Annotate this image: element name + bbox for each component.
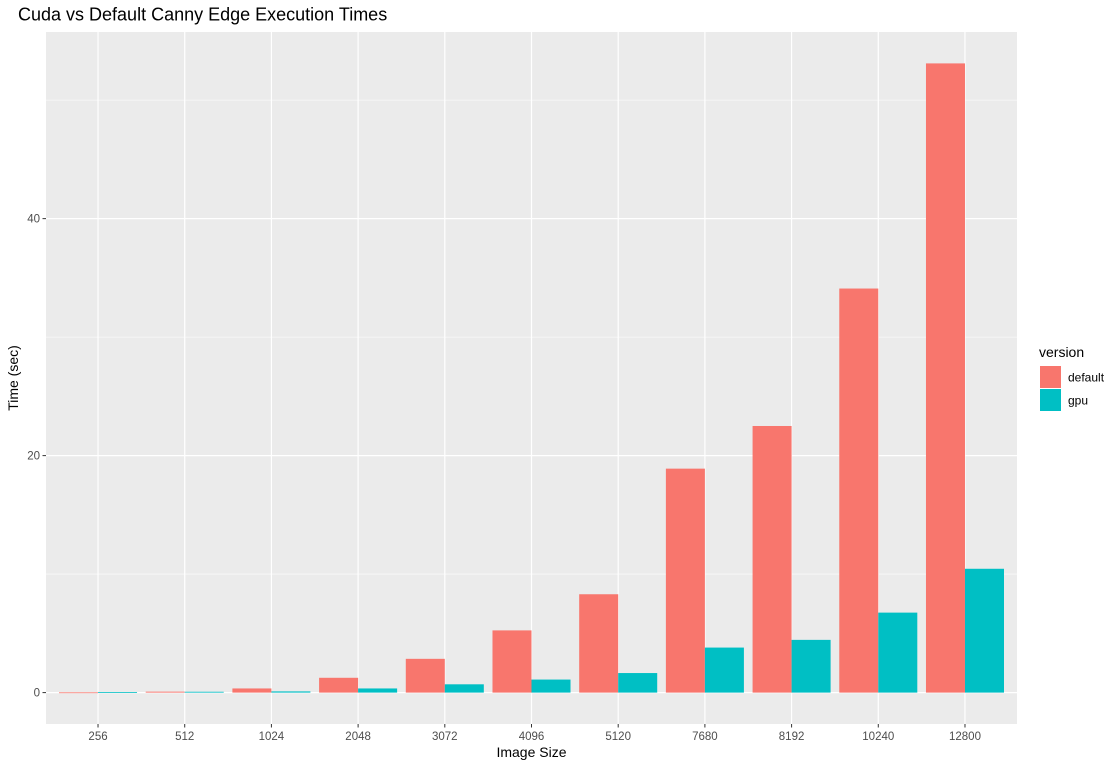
bar-gpu-256	[98, 692, 138, 693]
bar-gpu-2048	[358, 688, 398, 693]
x-tick-label: 12800	[949, 731, 981, 743]
bar-default-256	[59, 692, 99, 694]
bar-gpu-8192	[791, 639, 831, 693]
x-tick-label: 1024	[259, 731, 285, 743]
x-tick-label: 8192	[779, 731, 805, 743]
x-axis: 256 512 1024 2048 3072 4096 5120 7680 8192 10240 1…	[88, 724, 981, 743]
x-axis-title: Image Size	[496, 744, 566, 760]
x-tick-label: 5120	[605, 731, 631, 743]
x-tick-label: 512	[175, 731, 194, 743]
bar-default-2048	[319, 677, 359, 693]
x-tick-label: 2048	[345, 731, 371, 743]
x-tick-label: 3072	[432, 731, 458, 743]
y-tick-label: 0	[34, 688, 40, 700]
bar-default-5120	[579, 594, 619, 693]
bar-gpu-5120	[618, 673, 658, 693]
y-tick-label: 40	[27, 214, 40, 226]
legend-key-default	[1040, 366, 1061, 388]
bar-gpu-10240	[878, 612, 918, 693]
bars	[59, 63, 1004, 694]
bar-gpu-1024	[271, 691, 311, 693]
x-tick-label: 4096	[519, 731, 545, 743]
x-tick-label: 256	[88, 731, 107, 743]
major-grid	[46, 32, 1017, 724]
legend-title: version	[1039, 344, 1084, 360]
bar-default-12800	[925, 63, 965, 693]
legend: version default gpu	[1039, 344, 1105, 411]
bar-default-7680	[665, 468, 705, 693]
y-axis: 0 20 40	[27, 214, 46, 700]
bar-default-512	[145, 691, 185, 693]
bar-gpu-3072	[444, 684, 484, 693]
bar-gpu-512	[184, 691, 224, 693]
x-tick-label: 7680	[692, 731, 718, 743]
bar-default-8192	[752, 425, 792, 693]
legend-key-gpu	[1040, 389, 1061, 411]
bar-default-3072	[405, 658, 445, 693]
legend-label-default: default	[1068, 371, 1105, 385]
chart-title: Cuda vs Default Canny Edge Execution Tim…	[18, 5, 387, 25]
bar-default-1024	[232, 688, 272, 693]
bar-default-4096	[492, 630, 532, 693]
bar-gpu-7680	[704, 647, 744, 693]
y-tick-label: 20	[27, 451, 40, 463]
bar-default-10240	[839, 288, 879, 693]
bar-gpu-12800	[964, 568, 1004, 693]
bar-gpu-4096	[531, 679, 571, 693]
legend-label-gpu: gpu	[1068, 394, 1088, 408]
y-axis-title: Time (sec)	[5, 345, 21, 411]
x-tick-label: 10240	[862, 731, 894, 743]
